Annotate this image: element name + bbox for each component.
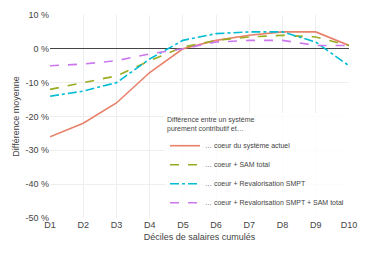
svg-text:D3: D3 — [111, 220, 123, 230]
svg-text:… coeur + Revalorisation SMPT: … coeur + Revalorisation SMPT + SAM tota… — [205, 199, 344, 206]
svg-text:D4: D4 — [144, 220, 156, 230]
svg-text:0 %: 0 % — [33, 44, 49, 54]
svg-text:… coeur + Revalorisation SMPT: … coeur + Revalorisation SMPT — [205, 180, 306, 187]
svg-text:Différence entre un systèmepur: Différence entre un systèmepurement cont… — [167, 116, 255, 133]
svg-text:Déciles de salaires cumulés: Déciles de salaires cumulés — [144, 232, 256, 242]
svg-text:D6: D6 — [210, 220, 222, 230]
svg-text:… coeur du système actuel: … coeur du système actuel — [205, 142, 290, 150]
svg-text:D5: D5 — [177, 220, 189, 230]
svg-text:10 %: 10 % — [28, 10, 49, 20]
svg-text:D9: D9 — [310, 220, 322, 230]
svg-text:D7: D7 — [244, 220, 256, 230]
svg-text:-40 %: -40 % — [25, 179, 49, 189]
svg-text:-10 %: -10 % — [25, 78, 49, 88]
svg-text:D8: D8 — [277, 220, 289, 230]
svg-text:… coeur + SAM total: … coeur + SAM total — [205, 161, 270, 168]
svg-text:D10: D10 — [341, 220, 358, 230]
svg-text:D1: D1 — [44, 220, 56, 230]
svg-text:-20 %: -20 % — [25, 112, 49, 122]
svg-text:Différence moyenne: Différence moyenne — [11, 76, 21, 156]
svg-text:-50 %: -50 % — [25, 213, 49, 223]
svg-text:-30 %: -30 % — [25, 145, 49, 155]
svg-text:D2: D2 — [77, 220, 89, 230]
